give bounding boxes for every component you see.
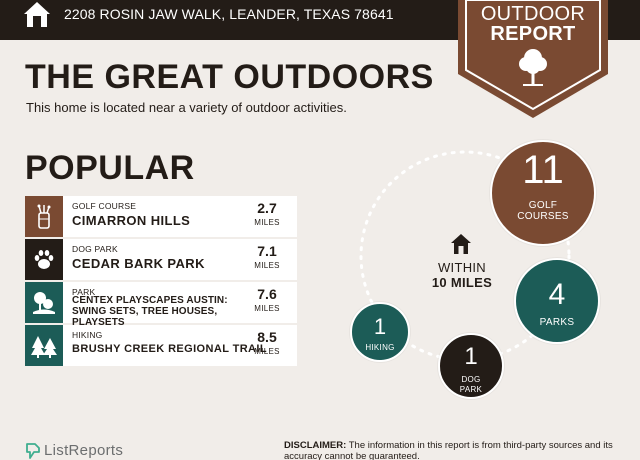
item-category: DOG PARK [72,244,118,254]
hiking-count-badge: 1 HIKING [350,302,410,362]
item-distance: 8.5 [257,329,277,345]
pine-trees-icon [25,325,63,366]
disclaimer-text: The information in this report is from t… [284,440,613,460]
dog-park-count-badge: 1 DOG PARK [438,333,504,399]
count-label: HIKING [365,343,395,352]
golf-courses-count-badge: 11 GOLF COURSES [490,140,596,246]
home-icon [24,2,50,27]
brand-logo-text: ListReports [44,442,124,459]
item-name: CENTEX PLAYSCAPES AUSTIN: SWING SETS, TR… [72,295,228,328]
count-value: 4 [548,278,566,311]
count-value: 1 [464,343,478,370]
count-label: PARKS [539,317,575,328]
radius-label: WITHIN [437,260,486,275]
paw-icon [25,239,63,280]
item-unit: MILES [254,347,280,356]
count-value: 1 [373,314,387,339]
item-unit: MILES [254,304,280,313]
page-subtitle: This home is located near a variety of o… [26,100,347,115]
home-icon [451,234,471,254]
count-value: 11 [522,148,564,192]
item-distance: 7.1 [257,243,277,259]
count-label: GOLF COURSES [517,200,569,222]
item-distance: 7.6 [257,286,277,302]
popular-item-park: PARK CENTEX PLAYSCAPES AUSTIN: SWING SET… [25,282,297,328]
item-name: CIMARRON HILLS [72,213,191,228]
disclaimer: DISCLAIMER: The information in this repo… [284,440,620,460]
badge-title-line1: OUTDOOR [480,3,586,25]
radius-value: 10 MILES [431,275,493,290]
item-unit: MILES [254,218,280,227]
popular-item-dog-park: DOG PARK CEDAR BARK PARK 7.1 MILES [25,239,297,280]
park-icon [25,282,63,323]
item-distance: 2.7 [257,200,277,216]
disclaimer-label: DISCLAIMER: [284,440,347,451]
popular-heading: POPULAR [25,149,195,187]
listreports-logo-icon [26,443,40,459]
popular-item-golf: GOLF COURSE CIMARRON HILLS 2.7 MILES [25,196,297,237]
page-title: THE GREAT OUTDOORS [25,58,434,96]
item-name: CEDAR BARK PARK [72,256,205,271]
golf-bag-icon [25,196,63,237]
item-category: PARK [72,287,96,297]
badge-title-line2: REPORT [490,23,576,45]
count-label: DOG PARK [459,375,483,394]
item-unit: MILES [254,261,280,270]
popular-item-hiking: HIKING BRUSHY CREEK REGIONAL TRAIL 8.5 M… [25,325,297,366]
parks-count-badge: 4 PARKS [514,258,600,344]
item-category: HIKING [72,330,103,340]
item-name: BRUSHY CREEK REGIONAL TRAIL [72,343,267,355]
tree-icon [519,49,547,86]
address: 2208 ROSIN JAW WALK, LEANDER, TEXAS 7864… [64,6,394,22]
item-category: GOLF COURSE [72,201,137,211]
